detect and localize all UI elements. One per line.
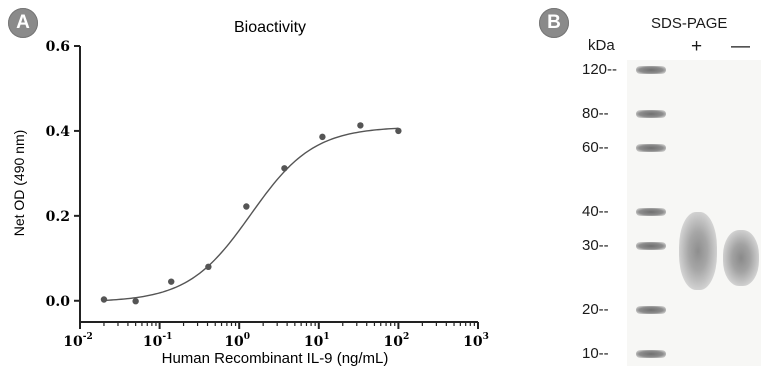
ladder-band-40 [636,208,666,216]
panel-a-badge: A [8,8,38,38]
bioactivity-chart: Bioactivity Net OD (490 nm) Human Recomb… [11,19,489,366]
data-point [205,263,212,270]
fit-curve [103,127,399,302]
y-tick-label: 0.2 [46,209,70,225]
x-tick-label: 101 [304,332,330,350]
marker-label-10: 10-- [582,345,609,362]
data-point [132,297,139,305]
chart-title: Bioactivity [234,19,306,36]
gel-image [627,60,761,366]
marker-label-20: 20-- [582,301,609,318]
marker-label-40: 40-- [582,203,609,220]
x-tick-label: 100 [224,332,250,350]
data-point [319,133,326,141]
fit-curve-layer [103,127,399,302]
data-point [281,165,288,172]
data-point [243,203,250,210]
ladder-band-20 [636,306,666,314]
x-tick-label: 10-1 [143,332,172,350]
panel-b-badge: B [539,8,569,38]
ladder-band-30 [636,242,666,250]
x-tick-label: 103 [463,332,489,350]
data-point [395,127,402,135]
x-axis-label: Human Recombinant IL-9 (ng/mL) [162,350,389,366]
y-tick-label: 0.0 [46,294,71,310]
kda-label: kDa [588,37,615,54]
marker-label-30: 30-- [582,237,609,254]
marker-label-80: 80-- [582,105,609,122]
marker-label-60: 60-- [582,139,609,156]
data-point [168,278,175,285]
ladder-band-10 [636,350,666,358]
data-point [357,122,364,129]
axes: 0.0 0.2 0.4 0.6 10-2 10-1 100 101 102 103 [46,39,489,350]
ladder-band-80 [636,110,666,118]
data-point [100,296,108,303]
sample-band-plus [679,212,717,290]
lane-minus-label: — [731,36,750,57]
data-points-layer [100,122,402,305]
y-tick-label: 0.6 [46,39,70,55]
x-tick-label: 10-2 [63,332,92,350]
ladder-band-60 [636,144,666,152]
x-tick-label: 102 [384,332,410,350]
y-axis-label: Net OD (490 nm) [11,130,27,237]
lane-plus-label: + [691,36,703,57]
marker-label-120: 120-- [582,61,618,78]
ladder-band-120 [636,66,666,74]
sample-band-minus [723,230,759,286]
gel-title: SDS-PAGE [651,15,728,32]
y-tick-label: 0.4 [46,124,71,140]
